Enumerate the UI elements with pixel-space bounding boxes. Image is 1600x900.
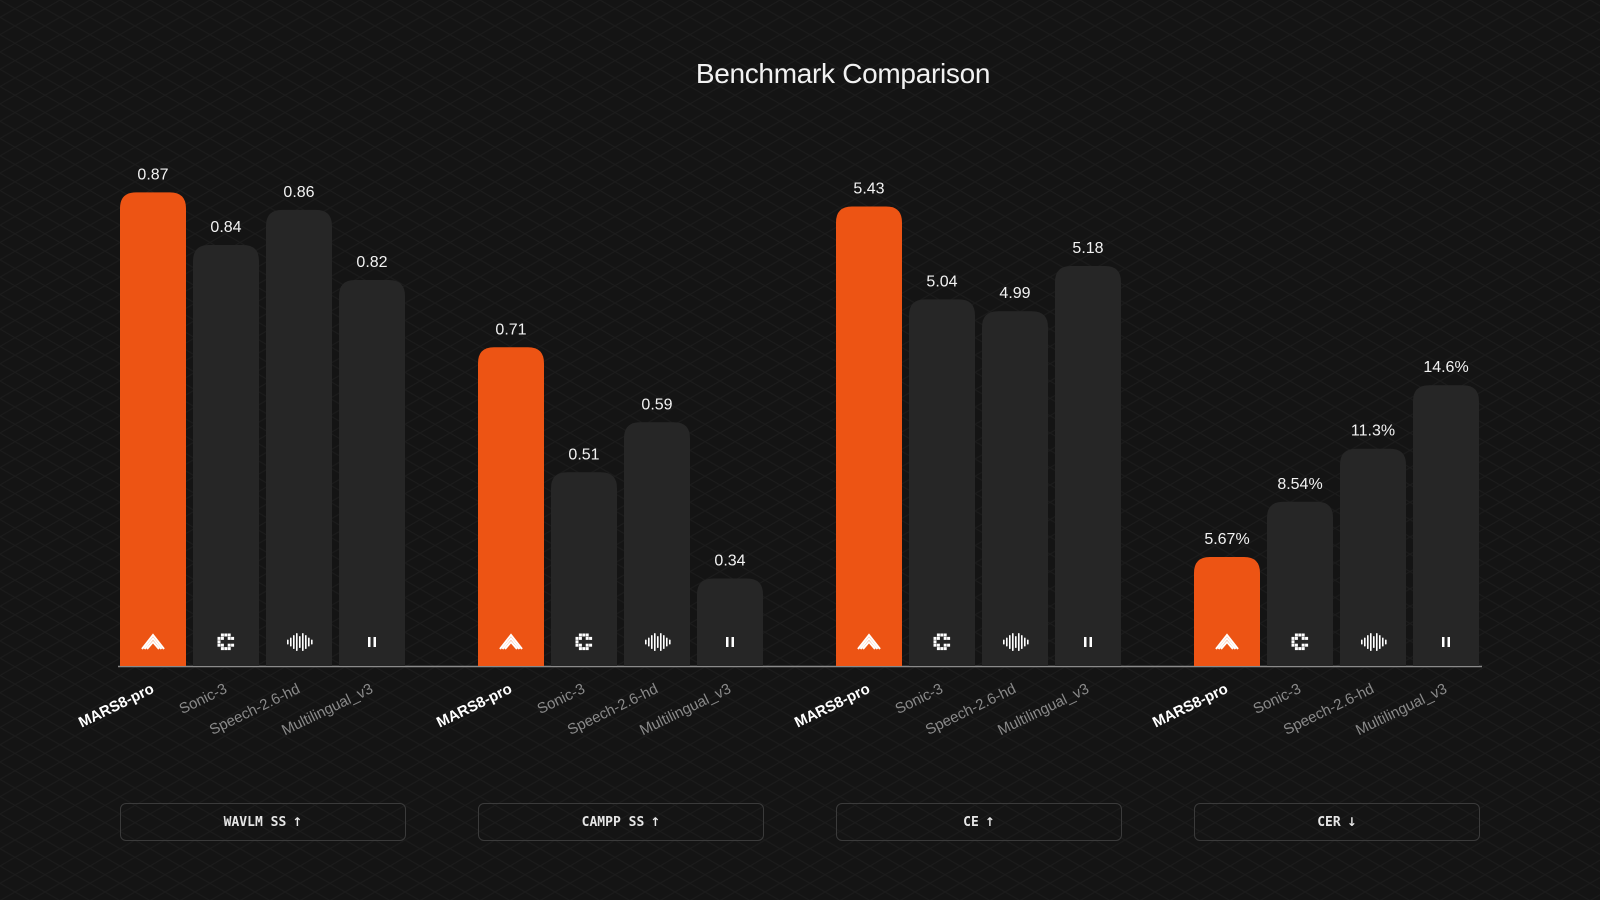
bar — [551, 472, 617, 666]
pixel-c-icon — [933, 633, 951, 651]
metric-button-wavlm-ss[interactable]: WAVLM SS ↑ — [120, 803, 406, 841]
data-label: 0.86 — [283, 184, 314, 201]
bar — [624, 422, 690, 666]
data-label: 5.04 — [926, 273, 957, 290]
bar-group: 5.43MARS8-pro5.04Sonic-34.99Speech-2.6-h… — [792, 180, 1121, 739]
arrow-down-icon: ↓ — [1346, 815, 1357, 829]
bar — [266, 209, 332, 666]
bar — [982, 311, 1048, 666]
category-label: MARS8-pro — [434, 680, 515, 731]
waveform-icon — [645, 633, 671, 651]
pause-icon — [726, 637, 734, 647]
arrow-up-icon: ↑ — [984, 815, 995, 829]
data-label: 0.82 — [356, 254, 387, 271]
bar — [339, 280, 405, 666]
category-label: Sonic-3 — [535, 680, 588, 718]
bar — [120, 192, 186, 666]
category-label: Sonic-3 — [177, 680, 230, 718]
pixel-c-icon — [1291, 633, 1309, 651]
bar — [193, 244, 259, 666]
data-label: 0.34 — [714, 553, 745, 570]
data-label: 4.99 — [999, 285, 1030, 302]
waveform-icon — [287, 633, 313, 651]
bar — [1055, 266, 1121, 666]
bar — [1340, 448, 1406, 666]
data-label: 5.67% — [1204, 531, 1249, 548]
bar — [836, 206, 902, 666]
chevron-stack-icon — [857, 633, 881, 650]
bar — [909, 299, 975, 666]
data-label: 0.71 — [495, 321, 526, 338]
data-label: 5.18 — [1072, 240, 1103, 257]
metric-button-cer[interactable]: CER ↓ — [1194, 803, 1480, 841]
category-label: MARS8-pro — [76, 680, 157, 731]
category-label: MARS8-pro — [792, 680, 873, 731]
data-label: 8.54% — [1277, 476, 1322, 493]
bar — [697, 578, 763, 666]
waveform-icon — [1361, 633, 1387, 651]
data-label: 5.43 — [853, 180, 884, 197]
pixel-c-icon — [575, 633, 593, 651]
pause-icon — [1084, 637, 1092, 647]
data-label: 14.6% — [1423, 359, 1468, 376]
data-label: 0.87 — [137, 166, 168, 183]
bar — [478, 347, 544, 666]
chevron-stack-icon — [499, 633, 523, 650]
bar-group: 5.67%MARS8-pro8.54%Sonic-311.3%Speech-2.… — [1150, 359, 1479, 739]
bar — [1413, 385, 1479, 666]
pause-icon — [1442, 637, 1450, 647]
bar-group: 0.87MARS8-pro0.84Sonic-30.86Speech-2.6-h… — [76, 166, 405, 739]
category-label: Sonic-3 — [1251, 680, 1304, 718]
metric-button-ce[interactable]: CE ↑ — [836, 803, 1122, 841]
pixel-c-icon — [217, 633, 235, 651]
category-label: Sonic-3 — [893, 680, 946, 718]
chart-title: Benchmark Comparison — [695, 58, 991, 89]
data-label: 11.3% — [1351, 423, 1395, 440]
metric-label: CAMPP SS — [581, 814, 645, 830]
chevron-stack-icon — [141, 633, 165, 650]
metric-label: CE — [963, 814, 979, 830]
data-label: 0.51 — [568, 446, 599, 463]
chevron-stack-icon — [1215, 633, 1239, 650]
arrow-up-icon: ↑ — [650, 815, 661, 829]
bar — [1194, 556, 1260, 666]
bar — [1267, 501, 1333, 666]
metric-button-campp-ss[interactable]: CAMPP SS ↑ — [478, 803, 764, 841]
arrow-up-icon: ↑ — [292, 815, 303, 829]
metric-label: CER — [1317, 814, 1341, 830]
category-label: MARS8-pro — [1150, 680, 1231, 731]
bar-group: 0.71MARS8-pro0.51Sonic-30.59Speech-2.6-h… — [434, 321, 763, 739]
data-label: 0.59 — [641, 396, 672, 413]
data-label: 0.84 — [210, 219, 241, 236]
waveform-icon — [1003, 633, 1029, 651]
pause-icon — [368, 637, 376, 647]
metric-label: WAVLM SS — [223, 814, 287, 830]
